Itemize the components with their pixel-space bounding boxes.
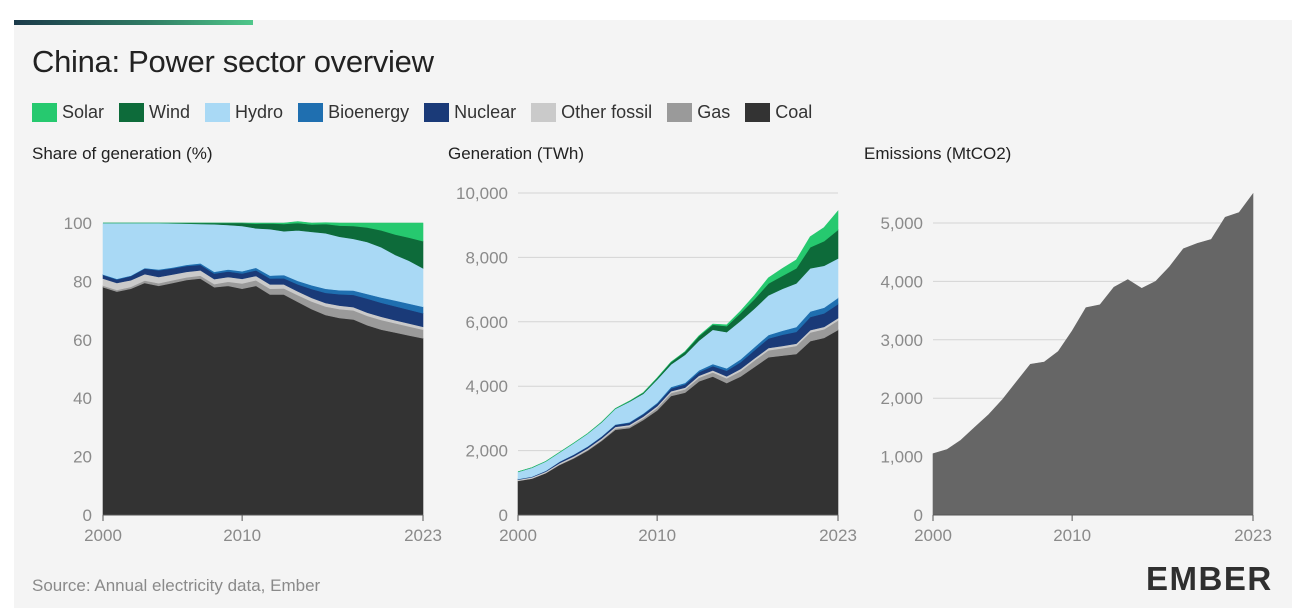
y-tick-label: 8,000 (465, 248, 508, 267)
area-solar (103, 221, 424, 242)
legend-label: Nuclear (454, 102, 517, 122)
y-tick-label: 2,000 (465, 442, 508, 461)
legend-item-bioenergy[interactable]: Bioenergy (298, 102, 409, 123)
x-tick-label: 2010 (638, 526, 676, 545)
y-tick-label: 20 (73, 448, 92, 467)
legend: Solar Wind Hydro Bioenergy Nuclear Other foss… (32, 102, 827, 123)
y-tick-label: 4,000 (465, 377, 508, 396)
area-solar (517, 210, 839, 473)
y-tick-label: 80 (73, 272, 92, 291)
legend-item-wind[interactable]: Wind (119, 102, 190, 123)
legend-swatch (205, 103, 231, 122)
legend-item-other-fossil[interactable]: Other fossil (531, 102, 652, 123)
legend-label: Other fossil (561, 102, 653, 122)
legend-item-gas[interactable]: Gas (667, 102, 730, 123)
x-tick-label: 2010 (1053, 526, 1091, 545)
legend-item-solar[interactable]: Solar (32, 102, 104, 123)
y-tick-label: 40 (73, 389, 92, 408)
panel-title-share: Share of generation (%) (32, 144, 213, 163)
legend-swatch (32, 103, 57, 122)
panel-title-generation: Generation (TWh) (448, 144, 585, 163)
x-tick-label: 2010 (223, 526, 261, 545)
panel-title-emissions: Emissions (MtCO2) (864, 144, 1012, 163)
y-tick-label: 3,000 (880, 331, 923, 350)
y-tick-label: 10,000 (456, 184, 508, 203)
legend-label: Gas (697, 102, 731, 122)
legend-label: Coal (775, 102, 813, 122)
ember-logo: EMBER (1146, 560, 1273, 597)
x-tick-label: 2000 (84, 526, 122, 545)
y-tick-label: 0 (83, 506, 92, 525)
y-tick-label: 0 (499, 506, 508, 525)
page-title: China: Power sector overview (32, 44, 434, 79)
y-tick-label: 100 (64, 214, 92, 233)
x-tick-label: 2023 (1234, 526, 1272, 545)
x-tick-label: 2000 (499, 526, 537, 545)
y-tick-label: 4,000 (880, 272, 923, 291)
legend-label: Hydro (235, 102, 284, 122)
legend-swatch (667, 103, 693, 122)
legend-swatch (424, 103, 450, 122)
y-tick-label: 6,000 (465, 313, 508, 332)
legend-label: Bioenergy (328, 102, 410, 122)
legend-label: Solar (62, 102, 105, 122)
legend-item-nuclear[interactable]: Nuclear (424, 102, 516, 123)
area-emissions (932, 192, 1254, 516)
legend-item-coal[interactable]: Coal (745, 102, 812, 123)
legend-swatch (298, 103, 324, 122)
legend-swatch (531, 103, 557, 122)
legend-label: Wind (149, 102, 191, 122)
legend-swatch (119, 103, 145, 122)
accent-bar (14, 20, 253, 25)
x-tick-label: 2000 (914, 526, 952, 545)
y-tick-label: 2,000 (880, 389, 923, 408)
legend-swatch (745, 103, 771, 122)
y-tick-label: 60 (73, 331, 92, 350)
x-tick-label: 2023 (819, 526, 857, 545)
legend-item-hydro[interactable]: Hydro (205, 102, 283, 123)
source-note: Source: Annual electricity data, Ember (32, 576, 321, 595)
y-tick-label: 5,000 (880, 214, 923, 233)
x-tick-label: 2023 (404, 526, 442, 545)
y-tick-label: 1,000 (880, 448, 923, 467)
y-tick-label: 0 (914, 506, 923, 525)
